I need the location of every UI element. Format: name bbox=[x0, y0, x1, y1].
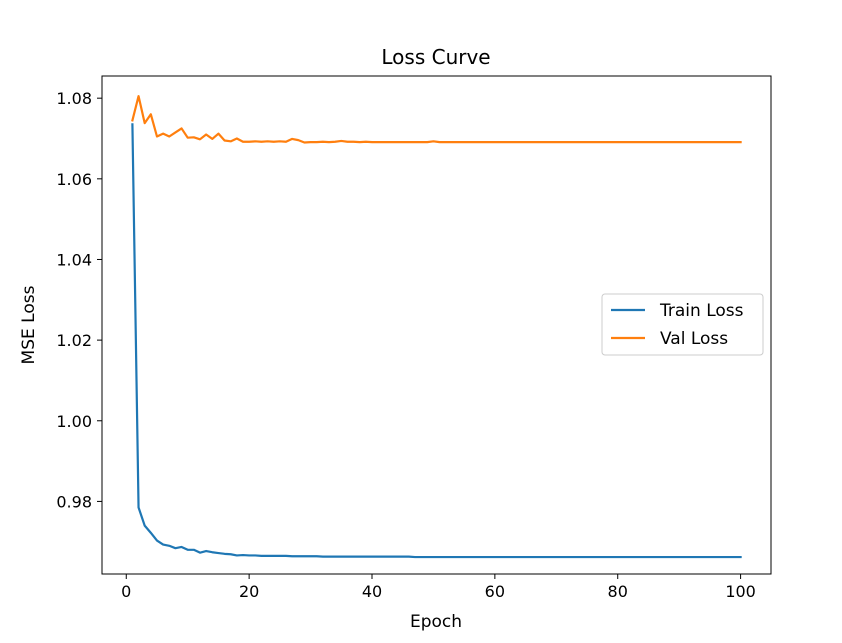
chart-title: Loss Curve bbox=[381, 45, 490, 69]
x-tick-label: 60 bbox=[485, 582, 505, 601]
series-line-val-loss bbox=[131, 95, 742, 144]
plot-frame bbox=[101, 75, 772, 575]
x-tick-label: 0 bbox=[121, 582, 131, 601]
series-line-train-loss bbox=[131, 123, 742, 559]
legend-label-train-loss: Train Loss bbox=[659, 301, 744, 321]
x-tick-label: 100 bbox=[725, 582, 756, 601]
y-tick-label: 0.98 bbox=[56, 492, 92, 511]
legend-label-val-loss: Val Loss bbox=[660, 329, 728, 349]
y-tick-label: 1.02 bbox=[56, 331, 92, 350]
y-tick-label: 1.06 bbox=[56, 170, 92, 189]
y-tick-label: 1.08 bbox=[56, 89, 92, 108]
y-tick-label: 1.04 bbox=[56, 250, 92, 269]
x-axis-label: Epoch bbox=[410, 612, 462, 632]
series-layer bbox=[131, 95, 742, 559]
x-axis: 0 20 40 60 80 100 bbox=[121, 574, 756, 601]
y-axis: 0.98 1.00 1.02 1.04 1.06 1.08 bbox=[56, 89, 102, 511]
x-tick-label: 40 bbox=[362, 582, 382, 601]
legend: Train Loss Val Loss bbox=[601, 293, 764, 356]
x-tick-label: 80 bbox=[608, 582, 628, 601]
y-tick-label: 1.00 bbox=[56, 412, 92, 431]
y-axis-label: MSE Loss bbox=[19, 285, 39, 364]
x-tick-label: 20 bbox=[239, 582, 259, 601]
